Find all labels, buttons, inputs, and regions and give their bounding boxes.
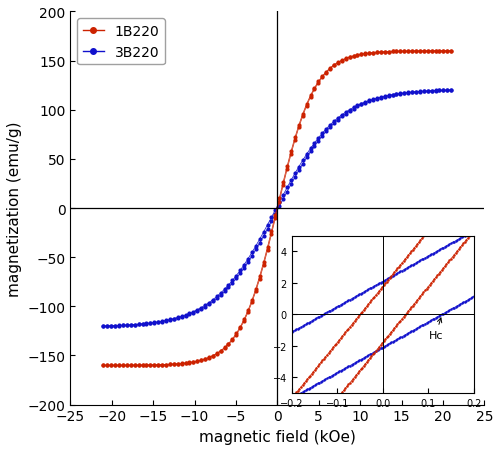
- Y-axis label: magnetization (emu/g): magnetization (emu/g): [7, 121, 22, 296]
- Legend: 1B220, 3B220: 1B220, 3B220: [78, 19, 165, 65]
- X-axis label: magnetic field (kOe): magnetic field (kOe): [199, 429, 356, 444]
